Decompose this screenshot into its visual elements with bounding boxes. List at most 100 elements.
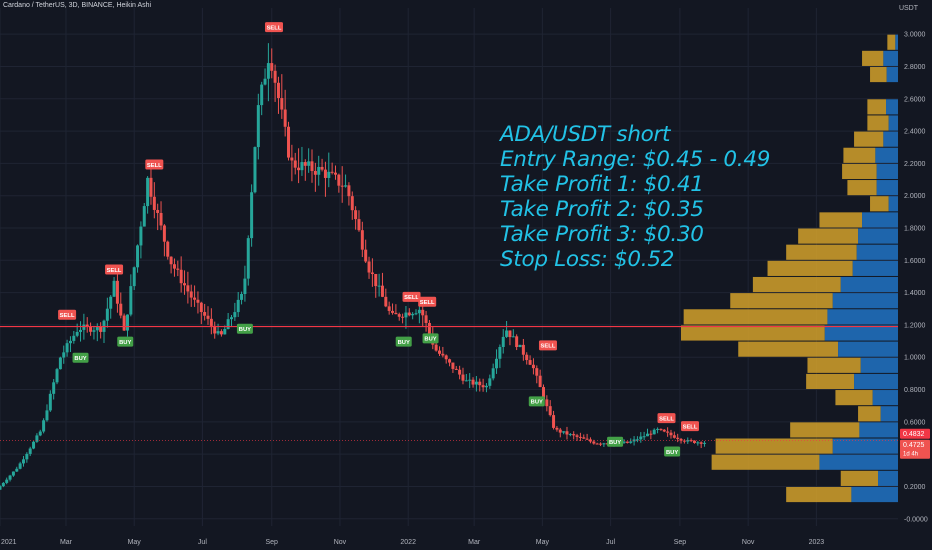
- signal-badge: [422, 333, 439, 344]
- candle-down: [333, 172, 337, 175]
- signal-label-text: SELL: [659, 416, 674, 422]
- candle-down: [209, 318, 213, 326]
- candle-up: [250, 192, 254, 239]
- sell-signal-label[interactable]: SELL: [145, 159, 164, 170]
- candle-up: [32, 441, 36, 449]
- volume-profile-bar-up: [843, 147, 876, 163]
- sell-signal-label[interactable]: SELL: [418, 296, 437, 307]
- x-axis-tick-label: Sep: [674, 539, 687, 546]
- candle-down: [273, 70, 277, 83]
- candle-up: [464, 380, 468, 382]
- candle-down: [149, 177, 153, 197]
- buy-signal-label[interactable]: BUY: [664, 446, 681, 457]
- volume-profile-bar-down: [832, 438, 898, 454]
- candle-up: [125, 314, 129, 331]
- candle-up: [92, 330, 96, 332]
- candle-up: [58, 357, 62, 370]
- candle-up: [1, 482, 5, 487]
- volume-profile-bar-down: [888, 196, 898, 212]
- candle-down: [172, 264, 176, 269]
- buy-signal-label[interactable]: BUY: [607, 436, 624, 447]
- candle-up: [327, 171, 331, 178]
- sell-signal-label[interactable]: SELL: [538, 340, 557, 351]
- candle-up: [18, 463, 22, 469]
- candle-up: [105, 308, 109, 321]
- y-axis-tick-label: 1.2000: [904, 322, 926, 329]
- candle-up: [501, 336, 505, 348]
- volume-profile-bar-down: [878, 470, 898, 486]
- signal-badge: [657, 413, 676, 424]
- candle-up: [635, 439, 639, 441]
- candle-up: [72, 335, 76, 341]
- x-axis-tick-label: Jul: [606, 539, 615, 546]
- candle-down: [115, 280, 119, 304]
- candle-up: [260, 84, 264, 106]
- sell-signal-label[interactable]: SELL: [58, 309, 77, 320]
- signal-badge: [538, 340, 557, 351]
- x-axis-tick-label: May: [128, 539, 142, 546]
- candle-down: [199, 302, 203, 313]
- signal-label-text: BUY: [531, 400, 543, 406]
- candle-down: [458, 369, 462, 375]
- candle-down: [434, 344, 438, 351]
- sell-signal-label[interactable]: SELL: [402, 291, 421, 302]
- sell-signal-label[interactable]: SELL: [680, 421, 699, 432]
- candle-down: [159, 212, 163, 226]
- buy-signal-label[interactable]: BUY: [117, 336, 134, 347]
- candle-up: [253, 147, 257, 193]
- trade-annotation[interactable]: ADA/USDT short Entry Range: $0.45 - 0.49…: [500, 122, 770, 272]
- candle-up: [229, 317, 233, 320]
- volume-profile-bar-up: [819, 212, 863, 228]
- candle-up: [223, 329, 227, 335]
- candle-down: [156, 209, 160, 213]
- y-axis-tick-label: 2.2000: [904, 161, 926, 168]
- signal-badge: [664, 446, 681, 457]
- candle-down: [662, 429, 666, 432]
- candle-down: [454, 368, 458, 370]
- volume-profile-bar-up: [840, 470, 879, 486]
- candle-up: [474, 381, 478, 385]
- volume-profile-bar-down: [859, 422, 898, 438]
- candle-up: [136, 245, 140, 268]
- signal-badge: [607, 436, 624, 447]
- buy-signal-label[interactable]: BUY: [395, 336, 412, 347]
- candle-up: [35, 435, 39, 442]
- candle-up: [65, 343, 69, 353]
- candle-down: [85, 324, 89, 327]
- currency-label: USDT: [898, 5, 918, 12]
- volume-profile-bar-up: [862, 50, 884, 66]
- sell-signal-label[interactable]: SELL: [264, 22, 283, 33]
- volume-profile-bar-up: [870, 66, 887, 83]
- buy-signal-label[interactable]: BUY: [422, 333, 439, 344]
- volume-profile-bar-down: [862, 212, 898, 228]
- candle-down: [625, 441, 629, 443]
- candle-down: [541, 387, 545, 400]
- candle-down: [508, 330, 512, 338]
- candle-up: [696, 442, 700, 444]
- candle-down: [535, 368, 539, 376]
- buy-signal-label[interactable]: BUY: [72, 352, 89, 363]
- volume-profile-bar-up: [790, 422, 860, 438]
- candle-up: [82, 324, 86, 330]
- signal-badge: [58, 309, 77, 320]
- signal-label-text: BUY: [609, 440, 621, 446]
- buy-signal-label[interactable]: BUY: [528, 396, 545, 407]
- candle-down: [538, 375, 542, 388]
- candle-down: [575, 435, 579, 437]
- signal-label-text: BUY: [119, 340, 131, 346]
- candle-up: [48, 393, 52, 411]
- candle-down: [578, 436, 582, 438]
- candle-up: [511, 336, 515, 338]
- buy-signal-label[interactable]: BUY: [236, 323, 253, 334]
- candle-down: [676, 437, 680, 439]
- sell-signal-label[interactable]: SELL: [105, 264, 124, 275]
- candle-down: [397, 314, 401, 317]
- volume-profile-bar-up: [854, 131, 884, 147]
- sell-signal-label[interactable]: SELL: [657, 413, 676, 424]
- annotation-line-pair: ADA/USDT short: [500, 122, 671, 147]
- candle-down: [119, 303, 123, 316]
- volume-profile-bar-down: [886, 66, 898, 83]
- volume-profile-bar-down: [875, 147, 898, 163]
